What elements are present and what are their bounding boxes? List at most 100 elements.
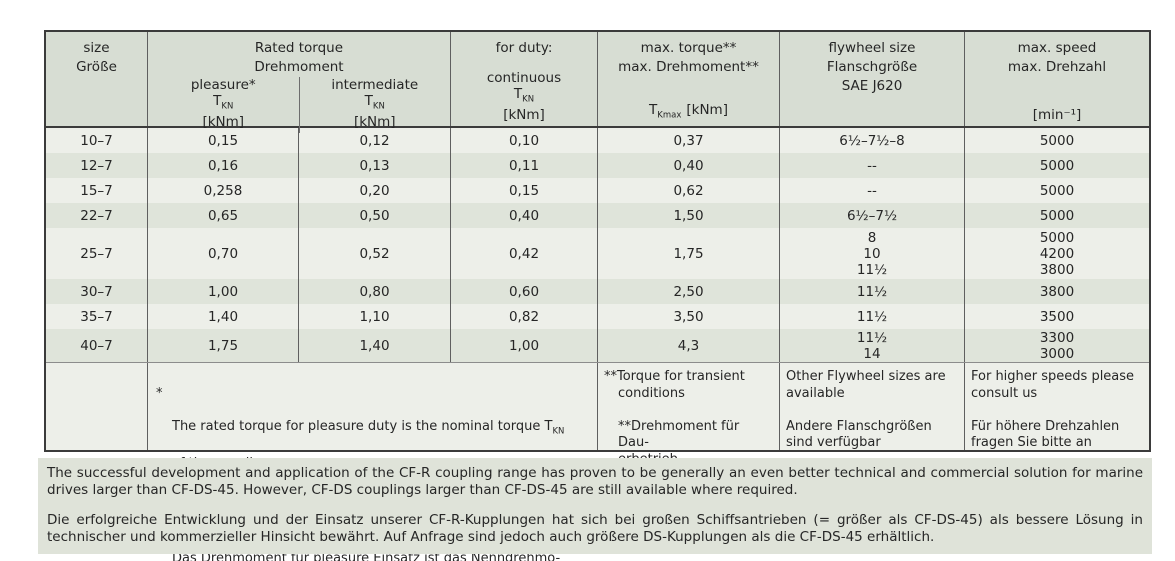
header-speed-label: max. speed max. Drehzahl — [1007, 40, 1107, 75]
header-flywheel-label: flywheel size Flanschgröße SAE J620 — [826, 40, 918, 94]
cell-continuous: 0,15 — [451, 178, 598, 203]
header-size: size Größe — [46, 32, 148, 126]
cell-flywheel: -- — [780, 178, 965, 203]
cell-speed: 3800 — [1039, 283, 1075, 300]
header-continuous-unit: [kNm] — [503, 107, 545, 123]
header-max-torque-stack: TKmax [kNm] — [649, 103, 728, 126]
coupling-spec-table: size Größe Rated torque Drehmoment pleas… — [44, 30, 1151, 561]
cell-max-torque: 0,37 — [598, 128, 780, 153]
cell-intermediate: 0,52 — [299, 228, 451, 279]
header-pleasure: pleasure* TKN [kNm] — [148, 77, 299, 133]
t-symbol-sub: KN — [552, 426, 565, 437]
header-size-label: size Größe — [76, 40, 117, 75]
cell-speed: 5000 — [1039, 207, 1075, 224]
footnote-torque-de-line1: Das Drehmoment für pleasure Einsatz ist … — [172, 550, 561, 561]
t-symbol-sub: Kmax — [657, 111, 682, 121]
cell-max-torque: 2,50 — [598, 279, 780, 304]
header-max-torque-label: max. torque** max. Drehmoment** — [618, 40, 759, 75]
cell-intermediate: 0,80 — [299, 279, 451, 304]
table-row-40-7: 40–7 1,75 1,40 1,00 4,3 11½ 14 3300 3000 — [46, 329, 1149, 362]
cell-flywheel: 6½–7½–8 — [780, 128, 965, 153]
header-intermediate-symbol: TKN — [365, 94, 385, 114]
t-symbol: T — [649, 102, 658, 119]
table-row-25-7: 25–7 0,70 0,52 0,42 1,75 8 10 11½ 5000 4… — [46, 228, 1149, 279]
header-flywheel: flywheel size Flanschgröße SAE J620 — [780, 32, 965, 126]
table-row-10-7: 10–7 0,15 0,12 0,10 0,37 6½–7½–8 5000 — [46, 128, 1149, 153]
cell-intermediate: 0,20 — [299, 178, 451, 203]
footnote-rated-torque: * The rated torque for pleasure duty is … — [148, 363, 598, 561]
cell-intermediate: 0,12 — [299, 128, 451, 153]
cell-speed: 3300 3000 — [1039, 329, 1075, 362]
header-rated-torque: Rated torque Drehmoment pleasure* TKN [k… — [148, 32, 451, 133]
header-continuous-symbol: TKN — [514, 87, 534, 107]
header-max-torque-symbol: TKmax [kNm] — [649, 103, 728, 123]
header-intermediate-label: intermediate — [331, 77, 419, 93]
header-duty-stack: continuous TKN [kNm] — [487, 70, 561, 126]
header-intermediate: intermediate TKN [kNm] — [298, 77, 451, 133]
cell-continuous: 1,00 — [451, 329, 598, 362]
cell-flywheel: -- — [780, 153, 965, 178]
table-row-15-7: 15–7 0,258 0,20 0,15 0,62 -- 5000 — [46, 178, 1149, 203]
cell-speed: 3500 — [1039, 308, 1075, 325]
header-max-torque: max. torque** max. Drehmoment** TKmax [kN… — [598, 32, 780, 126]
cell-continuous: 0,40 — [451, 203, 598, 228]
cell-max-torque: 1,75 — [598, 228, 780, 279]
cell-flywheel: 6½–7½ — [780, 203, 965, 228]
cell-continuous: 0,82 — [451, 304, 598, 329]
header-continuous-label: continuous — [486, 70, 562, 87]
cell-pleasure: 0,70 — [148, 228, 299, 279]
cell-flywheel: 11½ — [780, 279, 965, 304]
header-rated-torque-label: Rated torque Drehmoment — [254, 40, 344, 75]
header-speed: max. speed max. Drehzahl [min⁻¹] — [965, 32, 1149, 126]
t-symbol-sub: KN — [522, 95, 535, 105]
cell-flywheel: 8 10 11½ — [780, 228, 965, 279]
cell-max-torque: 0,40 — [598, 153, 780, 178]
cell-continuous: 0,42 — [451, 228, 598, 279]
cell-pleasure: 1,00 — [148, 279, 299, 304]
cell-continuous: 0,10 — [451, 128, 598, 153]
cell-pleasure: 0,65 — [148, 203, 299, 228]
cell-speed: 5000 — [1039, 157, 1075, 174]
footnote-max-torque: **Torque for transient conditions **Dreh… — [598, 363, 780, 467]
cell-intermediate: 0,13 — [299, 153, 451, 178]
footnote-flywheel: Other Flywheel sizes are available Ander… — [780, 363, 965, 450]
cell-speed: 5000 4200 3800 — [1039, 229, 1075, 278]
header-duty: for duty: continuous TKN [kNm] — [451, 32, 598, 126]
cell-flywheel: 11½ 14 — [780, 329, 965, 362]
t-symbol-sub: KN — [372, 101, 385, 112]
bottom-note-block: The successful development and applicati… — [38, 458, 1152, 554]
cell-flywheel: 11½ — [780, 304, 965, 329]
footnote-torque-en-line1: The rated torque for pleasure duty is th… — [172, 419, 592, 440]
header-pleasure-label: pleasure* — [190, 77, 256, 93]
header-speed-unit: [min⁻¹] — [1032, 107, 1082, 123]
t-symbol: T — [213, 93, 222, 109]
header-intermediate-unit: [kNm] — [353, 113, 396, 130]
asterisk-marker: * — [156, 385, 163, 401]
cell-speed: 5000 — [1039, 132, 1075, 149]
t-symbol-sub: KN — [221, 101, 234, 112]
cell-pleasure: 0,16 — [148, 153, 299, 178]
header-pleasure-unit: [kNm] — [202, 113, 245, 130]
cell-continuous: 0,11 — [451, 153, 598, 178]
cell-size: 15–7 — [46, 178, 148, 203]
cell-max-torque: 3,50 — [598, 304, 780, 329]
cell-speed: 5000 — [1039, 182, 1075, 199]
table-row-30-7: 30–7 1,00 0,80 0,60 2,50 11½ 3800 — [46, 279, 1149, 304]
table-footnote-row: * The rated torque for pleasure duty is … — [46, 362, 1149, 561]
cell-intermediate: 0,50 — [299, 203, 451, 228]
header-speed-stack: [min⁻¹] — [1033, 107, 1082, 126]
cell-max-torque: 0,62 — [598, 178, 780, 203]
header-pleasure-symbol: TKN — [213, 94, 233, 114]
cell-size: 25–7 — [46, 228, 148, 279]
cell-size: 40–7 — [46, 329, 148, 362]
cell-intermediate: 1,40 — [299, 329, 451, 362]
footnote-text: The rated torque for pleasure duty is th… — [172, 418, 553, 434]
t-symbol: T — [364, 93, 373, 109]
cell-pleasure: 0,15 — [148, 128, 299, 153]
cell-size: 12–7 — [46, 153, 148, 178]
cell-pleasure: 0,258 — [148, 178, 299, 203]
cell-continuous: 0,60 — [451, 279, 598, 304]
cell-size: 22–7 — [46, 203, 148, 228]
cell-size: 35–7 — [46, 304, 148, 329]
